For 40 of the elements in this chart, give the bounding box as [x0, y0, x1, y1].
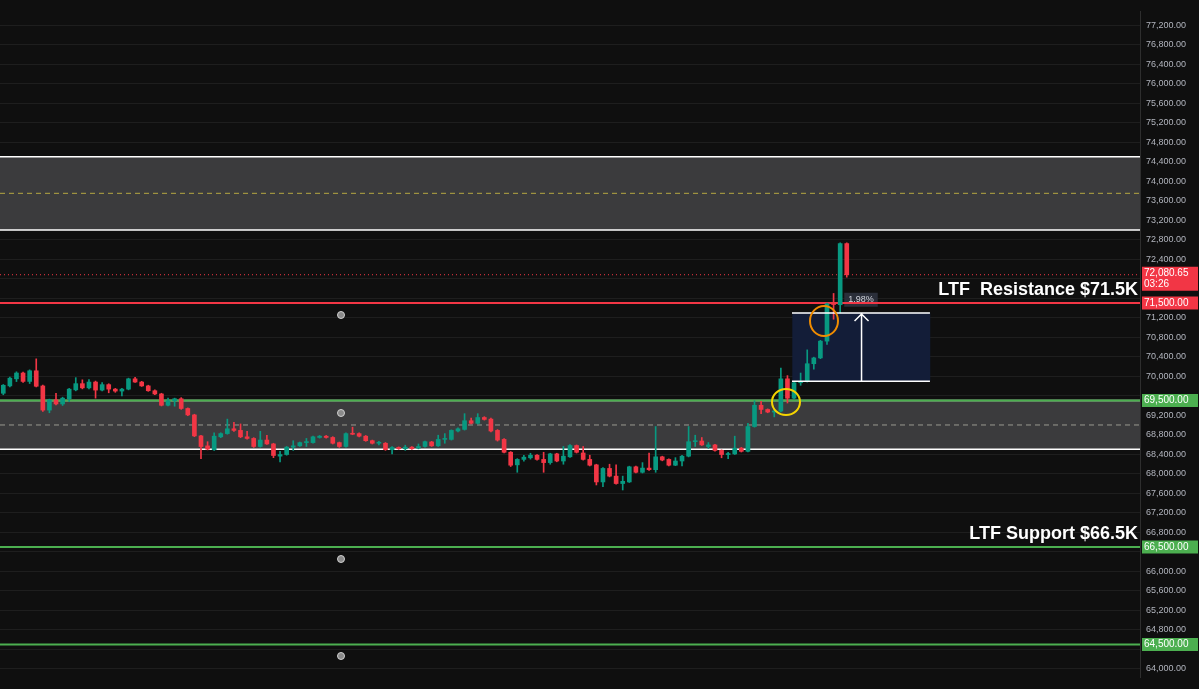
- y-tick-label: 70,000.00: [1146, 370, 1187, 381]
- ref-line-label: 72,080.65: [1144, 266, 1189, 278]
- y-tick-label: 67,600.00: [1146, 487, 1187, 498]
- y-tick-label: 73,200.00: [1146, 214, 1187, 225]
- ref-line-label: 66,500.00: [1144, 540, 1189, 552]
- y-tick-label: 73,600.00: [1146, 195, 1187, 206]
- y-tick-label: 64,800.00: [1146, 624, 1187, 635]
- y-tick-label: 64,000.00: [1146, 663, 1187, 674]
- candlestick: [620, 475, 626, 491]
- ref-line-label: 69,500.00: [1144, 394, 1189, 406]
- y-tick-label: 68,000.00: [1146, 468, 1187, 479]
- y-tick-label: 74,400.00: [1146, 156, 1187, 167]
- y-tick-label: 72,800.00: [1146, 234, 1187, 245]
- y-tick-label: 74,000.00: [1146, 175, 1187, 186]
- y-tick-label: 76,400.00: [1146, 58, 1187, 69]
- y-tick-label: 76,000.00: [1146, 78, 1187, 89]
- y-tick-label: 72,400.00: [1146, 253, 1187, 264]
- y-tick-label: 67,200.00: [1146, 507, 1187, 518]
- y-tick-label: 65,200.00: [1146, 604, 1187, 615]
- y-tick-label: 70,400.00: [1146, 351, 1187, 362]
- y-tick-label: 69,200.00: [1146, 409, 1187, 420]
- y-tick-label: 68,400.00: [1146, 448, 1187, 459]
- y-tick-label: 65,600.00: [1146, 585, 1187, 596]
- annotation: LTF Support $66.5K: [969, 522, 1138, 543]
- y-tick-label: 76,800.00: [1146, 39, 1187, 50]
- ref-line-label: 71,500.00: [1144, 296, 1189, 308]
- y-tick-label: 77,200.00: [1146, 19, 1187, 30]
- y-tick-label: 68,800.00: [1146, 429, 1187, 440]
- y-tick-label: 75,600.00: [1146, 97, 1187, 108]
- y-tick-label: 74,800.00: [1146, 136, 1187, 147]
- annotation: LTF Resistance $71.5K: [938, 279, 1138, 300]
- text: 03:26: [1144, 278, 1170, 290]
- candlestick: [692, 434, 698, 447]
- band-label: 1.98%: [848, 294, 874, 305]
- y-tick-label: 70,800.00: [1146, 331, 1187, 342]
- y-tick-label: 66,800.00: [1146, 526, 1187, 537]
- y-tick-label: 66,000.00: [1146, 565, 1187, 576]
- y-tick-label: 75,200.00: [1146, 117, 1187, 128]
- y-tick-label: 71,200.00: [1146, 312, 1187, 323]
- ref-line-label: 64,500.00: [1144, 638, 1189, 650]
